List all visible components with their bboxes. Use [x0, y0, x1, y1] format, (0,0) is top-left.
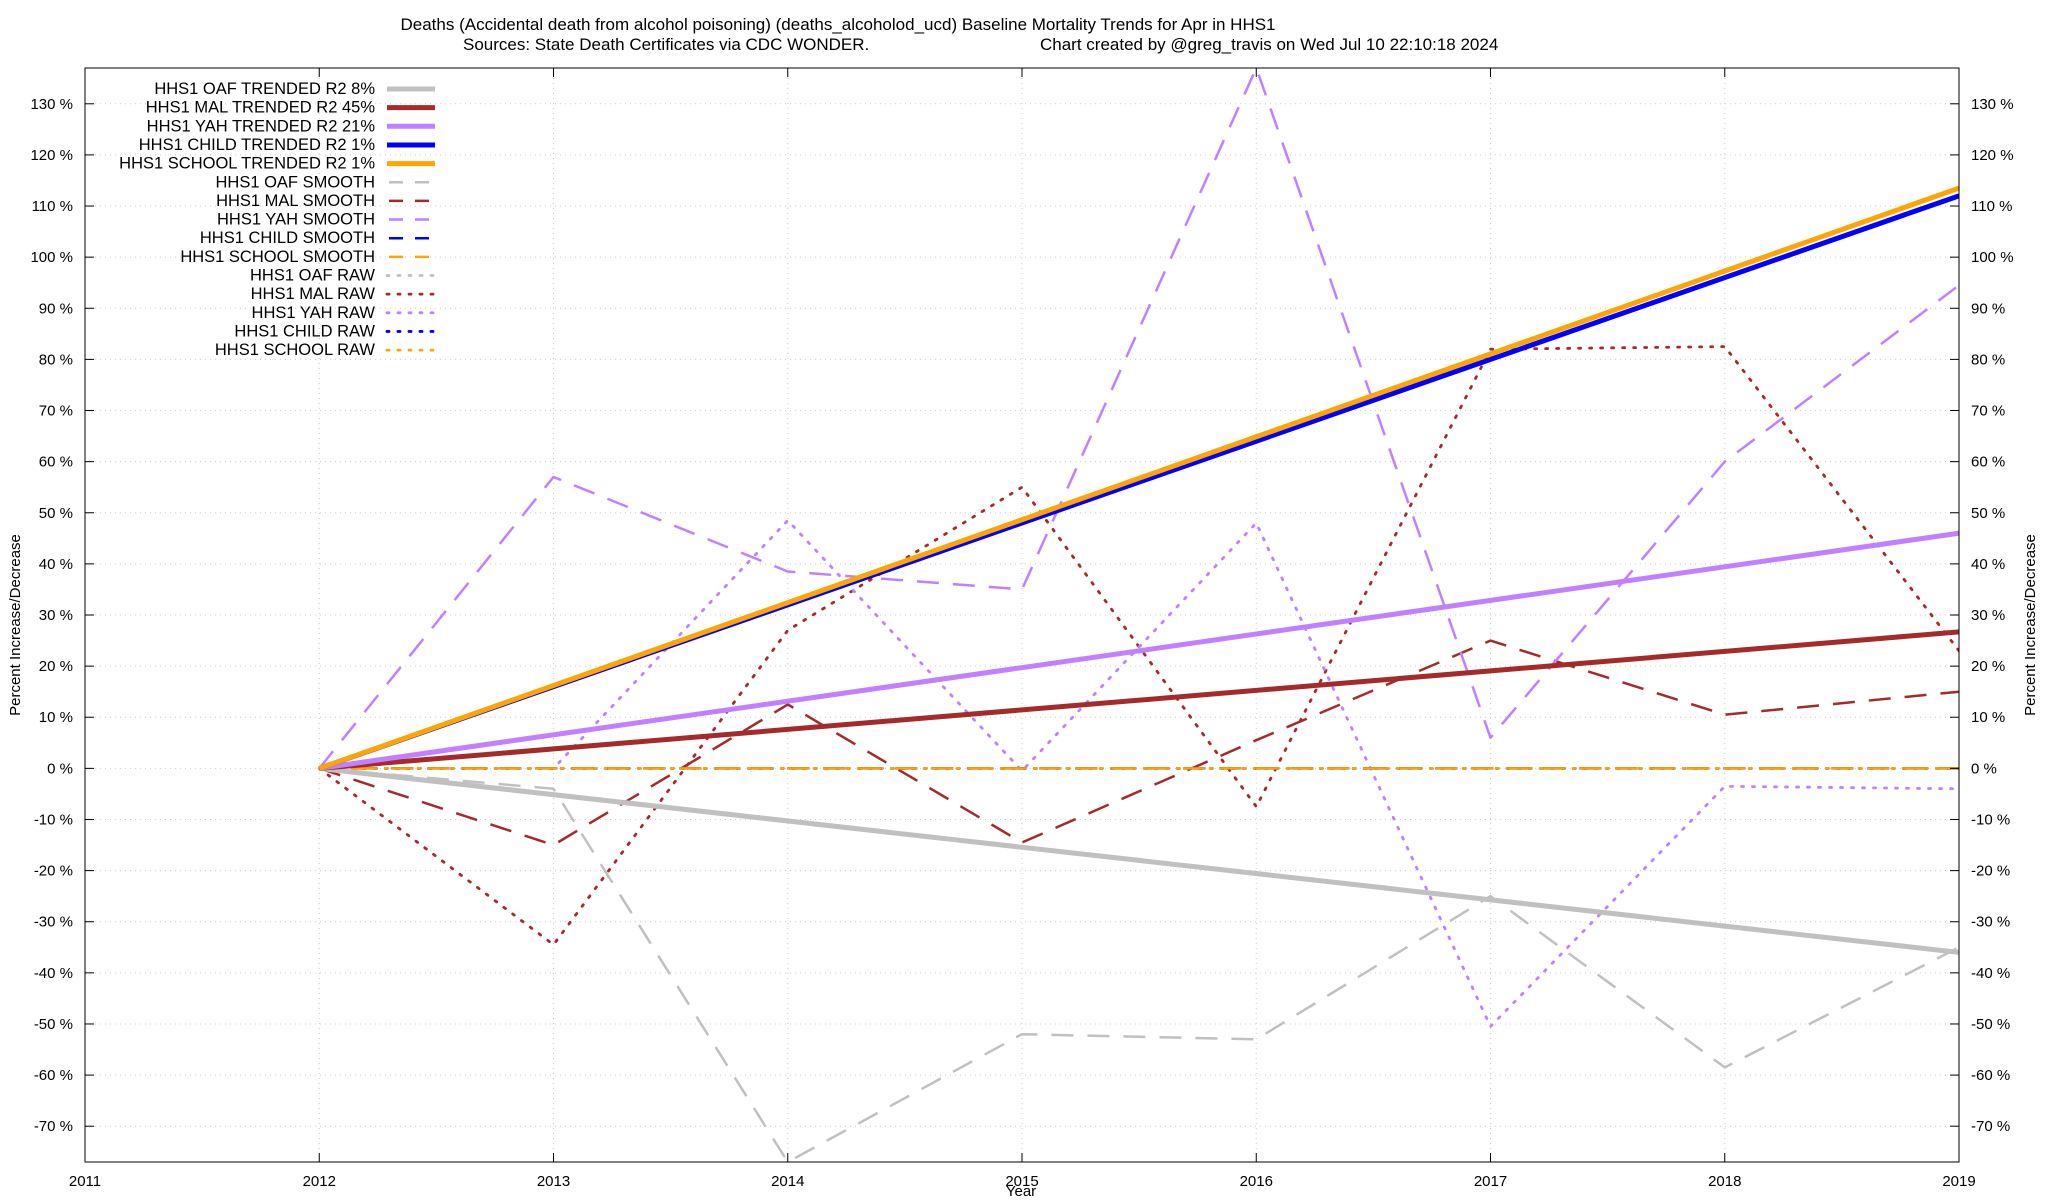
x-tick-label: 2016 [1240, 1173, 1273, 1190]
y-tick-label-left: 20 % [39, 658, 73, 675]
plot-series [317, 68, 1959, 1162]
legend-label: HHS1 MAL RAW [251, 285, 376, 303]
y-tick-label-left: -50 % [34, 1016, 73, 1033]
y-tick-label-left: -30 % [34, 914, 73, 931]
y-tick-label-left: -40 % [34, 965, 73, 982]
y-tick-label-left: -10 % [34, 811, 73, 828]
legend-label: HHS1 YAH RAW [252, 304, 376, 322]
x-tick-label: 2017 [1474, 1173, 1507, 1190]
chart-title-line1: Deaths (Accidental death from alcohol po… [400, 15, 1275, 34]
series-line [318, 530, 1959, 771]
x-tick-label: 2011 [69, 1173, 101, 1190]
series-line [318, 68, 1959, 770]
y-tick-label-left: 70 % [39, 403, 73, 420]
legend: HHS1 OAF TRENDED R2 8%HHS1 MAL TRENDED R… [119, 80, 437, 359]
legend-label: HHS1 MAL SMOOTH [216, 192, 375, 210]
x-axis-title: Year [1006, 1183, 1036, 1200]
y-tick-label-right: -40 % [1971, 965, 2010, 982]
y-tick-label-left: -60 % [34, 1067, 73, 1084]
y-tick-label-left: -70 % [34, 1118, 73, 1135]
series-line [319, 765, 1959, 955]
y-tick-label-right: 40 % [1971, 556, 2005, 573]
series-line [319, 767, 1959, 1162]
y-tick-label-left: 130 % [30, 96, 73, 113]
x-tick-label: 2012 [303, 1173, 336, 1190]
legend-label: HHS1 SCHOOL TRENDED R2 1% [119, 155, 375, 173]
y-tick-label-right: 100 % [1971, 249, 2014, 266]
y-tick-label-right: 130 % [1971, 96, 2014, 113]
chart-title-sources: Sources: State Death Certificates via CD… [463, 35, 869, 54]
y-tick-label-left: 60 % [39, 454, 73, 471]
series-line [318, 639, 1959, 847]
y-tick-label-left: 0 % [47, 760, 73, 777]
y-tick-label-left: 110 % [32, 198, 73, 215]
x-tick-label: 2018 [1708, 1173, 1741, 1190]
axis-tick-labels: -70 % -70 % -60 % -60 % -50 % -50 % -40 % -40 %… [30, 96, 2013, 1190]
series-line [317, 519, 1959, 1028]
y-tick-label-left: 100 % [30, 249, 73, 266]
y-tick-label-right: 120 % [1971, 147, 2014, 164]
legend-label: HHS1 OAF TRENDED R2 8% [154, 80, 375, 98]
y-tick-label-right: 10 % [1971, 709, 2005, 726]
y-tick-label-left: 30 % [39, 607, 73, 624]
axis-ticks [84, 68, 1960, 1162]
y-tick-label-right: 90 % [1971, 300, 2005, 317]
y-tick-label-right: 110 % [1971, 198, 2012, 215]
y-tick-label-right: 50 % [1971, 505, 2005, 522]
y-tick-label-left: 80 % [39, 351, 73, 368]
legend-label: HHS1 SCHOOL RAW [215, 341, 376, 359]
x-tick-label: 2019 [1942, 1173, 1975, 1190]
y-tick-label-left: -20 % [34, 863, 73, 880]
x-tick-label: 2014 [771, 1173, 804, 1190]
legend-label: HHS1 YAH TRENDED R2 21% [147, 117, 376, 135]
chart-title-credit: Chart created by @greg_travis on Wed Jul… [1040, 35, 1498, 54]
y-axis-title-left: Percent Increase/Decrease [7, 534, 24, 716]
series-line [318, 185, 1959, 771]
y-axis-title-right: Percent Increase/Decrease [2022, 534, 2039, 716]
y-tick-label-left: 10 % [39, 709, 73, 726]
y-tick-label-right: 0 % [1971, 760, 1997, 777]
legend-label: HHS1 YAH SMOOTH [217, 211, 375, 229]
y-tick-label-right: -30 % [1971, 914, 2010, 931]
legend-label: HHS1 OAF RAW [250, 267, 375, 285]
y-tick-label-left: 40 % [39, 556, 73, 573]
y-tick-label-right: -60 % [1971, 1067, 2010, 1084]
x-tick-label: 2015 [1005, 1173, 1038, 1190]
legend-label: HHS1 SCHOOL SMOOTH [180, 248, 375, 266]
y-tick-label-right: -10 % [1971, 811, 2010, 828]
x-tick-label: 2013 [537, 1173, 570, 1190]
y-tick-label-right: -20 % [1971, 863, 2010, 880]
y-tick-label-right: 20 % [1971, 658, 2005, 675]
y-tick-label-right: -70 % [1971, 1118, 2010, 1135]
y-tick-label-left: 50 % [39, 505, 73, 522]
y-tick-label-right: 70 % [1971, 403, 2005, 420]
series-line [319, 629, 1959, 771]
y-tick-label-right: 60 % [1971, 454, 2005, 471]
y-tick-label-left: 120 % [30, 147, 73, 164]
y-tick-label-left: 90 % [39, 300, 73, 317]
y-tick-label-right: 80 % [1971, 351, 2005, 368]
legend-label: HHS1 OAF SMOOTH [215, 173, 375, 191]
y-tick-label-right: -50 % [1971, 1016, 2010, 1033]
legend-label: HHS1 CHILD SMOOTH [200, 229, 375, 247]
y-tick-label-right: 30 % [1971, 607, 2005, 624]
legend-label: HHS1 CHILD RAW [234, 322, 375, 340]
legend-label: HHS1 CHILD TRENDED R2 1% [139, 136, 376, 154]
legend-label: HHS1 MAL TRENDED R2 45% [146, 99, 376, 117]
